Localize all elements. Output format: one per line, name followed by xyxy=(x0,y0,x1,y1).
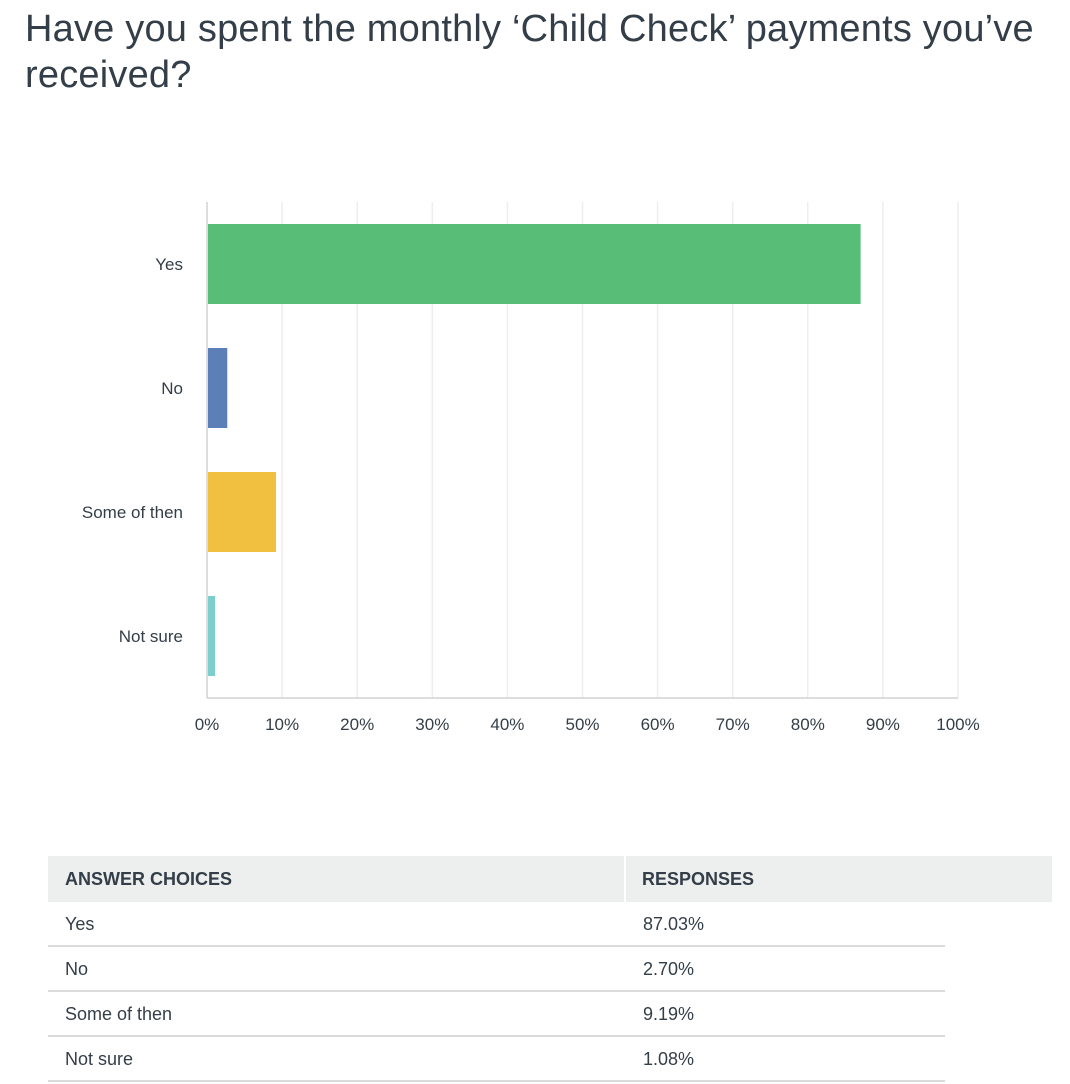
bar xyxy=(208,348,228,428)
answer-choice-cell: No xyxy=(65,959,89,979)
answer-choices-header: ANSWER CHOICES xyxy=(48,856,626,902)
x-tick-label: 10% xyxy=(265,715,299,734)
bar xyxy=(208,472,277,552)
answer-choice-cell: Yes xyxy=(65,914,95,934)
bar xyxy=(208,224,861,304)
x-tick-label: 40% xyxy=(490,715,524,734)
chart-labels: 0% 10% 20% 30% 40% 50% 60% 70% 80% 90% 100% Yes No So… xyxy=(82,255,980,734)
response-percent-cell: 87.03% xyxy=(643,914,705,934)
category-label: Some of then xyxy=(82,503,183,522)
x-tick-label: 50% xyxy=(565,715,599,734)
x-tick-label: 30% xyxy=(415,715,449,734)
response-bar-chart: 0% 10% 20% 30% 40% 50% 60% 70% 80% 90% 100% Yes No So… xyxy=(82,202,980,734)
table-header: ANSWER CHOICES RESPONSES xyxy=(48,856,1052,902)
category-label: Not sure xyxy=(119,627,183,646)
chart-axes xyxy=(206,202,958,699)
x-tick-label: 100% xyxy=(936,715,979,734)
responses-header: RESPONSES xyxy=(642,869,755,889)
table-row: Some of then 9.19% xyxy=(48,992,945,1037)
response-percent-cell: 2.70% xyxy=(643,959,695,979)
chart-bars xyxy=(208,224,861,676)
table-row: Yes 87.03% xyxy=(48,902,945,947)
response-percent-cell: 1.08% xyxy=(643,1049,695,1069)
x-tick-label: 0% xyxy=(195,715,220,734)
table-row: No 2.70% xyxy=(48,947,945,992)
question-title: Have you spent the monthly ‘Child Check’… xyxy=(25,8,1034,96)
category-label: No xyxy=(161,379,183,398)
x-tick-label: 70% xyxy=(716,715,750,734)
table-row: Not sure 1.08% xyxy=(48,1037,945,1082)
bar xyxy=(208,596,216,676)
x-tick-label: 20% xyxy=(340,715,374,734)
results-table: ANSWER CHOICES RESPONSES Yes 87.03% No 2… xyxy=(48,856,1052,1082)
answer-choice-cell: Some of then xyxy=(65,1004,173,1024)
x-tick-label: 90% xyxy=(866,715,900,734)
x-tick-label: 60% xyxy=(641,715,675,734)
x-tick-label: 80% xyxy=(791,715,825,734)
response-percent-cell: 9.19% xyxy=(643,1004,695,1024)
answer-choice-cell: Not sure xyxy=(65,1049,134,1069)
category-label: Yes xyxy=(155,255,183,274)
